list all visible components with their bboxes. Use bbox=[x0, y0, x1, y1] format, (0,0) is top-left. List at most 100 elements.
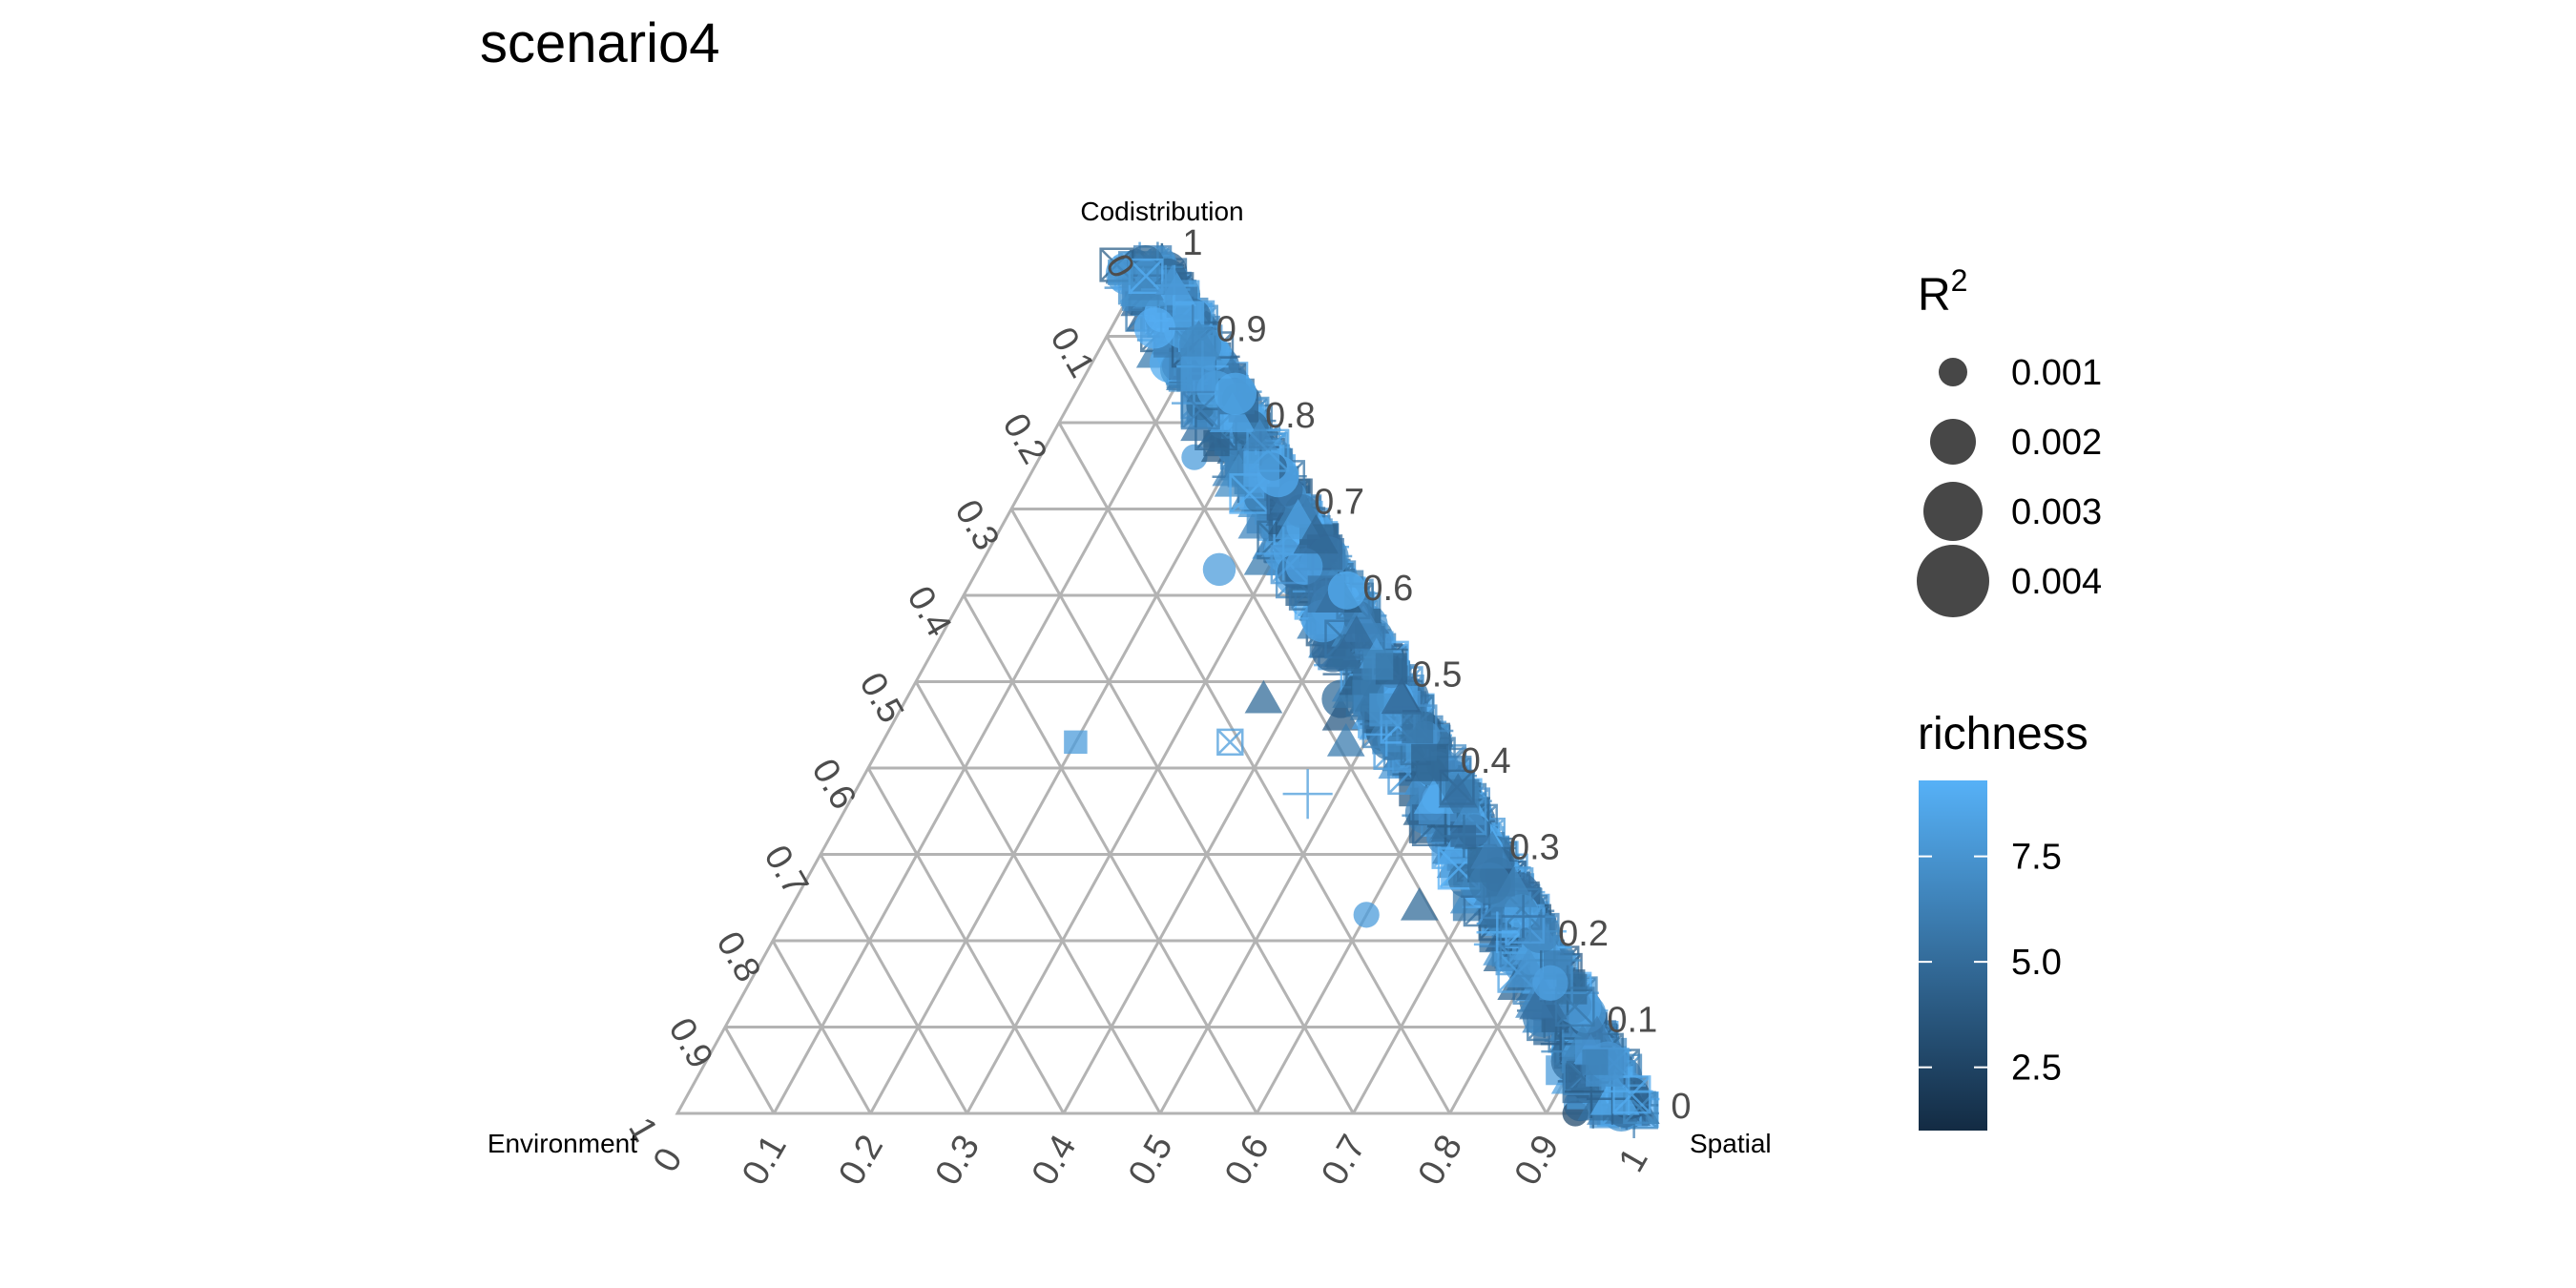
dense-point bbox=[1470, 830, 1514, 869]
colorbar-tick-label: 7.5 bbox=[2011, 838, 2062, 878]
dense-point bbox=[1108, 260, 1133, 285]
gridline-environment bbox=[819, 853, 968, 1114]
legend-r2-key bbox=[1930, 419, 1976, 465]
dense-point bbox=[1285, 548, 1323, 586]
tick-label-bottom: 0.7 bbox=[1314, 1129, 1374, 1193]
axis-label-spatial: Spatial bbox=[1690, 1129, 1772, 1158]
dense-point bbox=[1381, 677, 1423, 715]
dense-point-band bbox=[1099, 241, 1660, 1139]
tick-label-right: 0.1 bbox=[1607, 1001, 1657, 1041]
tick-label-bottom: 1 bbox=[1611, 1141, 1656, 1178]
legend-richness: richness 2.5 5.0 7.5 bbox=[1918, 709, 2088, 1131]
data-point bbox=[1216, 728, 1244, 757]
legend-r2-label: 0.004 bbox=[2011, 562, 2102, 602]
tick-label-bottom: 0.2 bbox=[831, 1129, 891, 1193]
tick-label-bottom: 0.8 bbox=[1411, 1129, 1471, 1193]
dense-point bbox=[1325, 637, 1361, 669]
legend-r2-label: 0.002 bbox=[2011, 423, 2102, 463]
tick-label-left: 0.7 bbox=[756, 839, 816, 903]
chart-title: scenario4 bbox=[480, 12, 719, 74]
gridline-spatial bbox=[966, 508, 1302, 1114]
dense-point bbox=[1241, 419, 1278, 450]
colorbar-tick-label: 5.0 bbox=[2011, 943, 2062, 983]
dense-point bbox=[1180, 390, 1220, 430]
dense-point bbox=[1532, 965, 1568, 1001]
gridline-environment bbox=[723, 1026, 776, 1114]
tick-label-right: 0.2 bbox=[1558, 914, 1609, 954]
tick-label-right: 0 bbox=[1671, 1087, 1691, 1127]
legend-r2-key bbox=[1917, 545, 1989, 617]
tick-label-right: 0.6 bbox=[1362, 569, 1413, 609]
tick-label-left: 0.2 bbox=[994, 407, 1054, 471]
dense-point bbox=[1327, 571, 1366, 610]
tick-label-right: 1 bbox=[1182, 223, 1202, 263]
dense-point bbox=[1133, 307, 1175, 349]
gridline-environment bbox=[914, 680, 1162, 1114]
gridline-spatial bbox=[772, 335, 1205, 1114]
dense-point bbox=[1293, 514, 1339, 554]
tick-label-left: 0.8 bbox=[708, 925, 768, 989]
tick-label-right: 0.7 bbox=[1314, 483, 1364, 523]
colorbar-tick-label: 2.5 bbox=[2011, 1049, 2062, 1089]
dense-point bbox=[1411, 743, 1449, 781]
dense-point bbox=[1438, 773, 1478, 808]
dense-point bbox=[1214, 372, 1257, 415]
tick-label-left: 0.6 bbox=[803, 753, 863, 817]
tick-label-right: 0.3 bbox=[1509, 828, 1560, 868]
legend-r2-key bbox=[1939, 358, 1967, 386]
dense-point bbox=[1442, 814, 1486, 858]
data-point bbox=[1181, 444, 1208, 470]
dense-point bbox=[1452, 796, 1486, 825]
gridline-environment bbox=[771, 940, 872, 1114]
tick-label-left: 0.1 bbox=[1042, 321, 1102, 384]
data-point bbox=[1353, 902, 1380, 928]
dense-point bbox=[1180, 356, 1216, 392]
colorbar-ticks: 2.5 5.0 7.5 bbox=[1919, 838, 2062, 1089]
tick-label-bottom: 0.9 bbox=[1507, 1129, 1568, 1193]
data-point bbox=[1326, 723, 1365, 757]
dense-point bbox=[1154, 264, 1190, 295]
dense-point bbox=[1362, 650, 1394, 680]
tick-label-left: 0.5 bbox=[851, 666, 911, 730]
tick-label-bottom: 0.5 bbox=[1121, 1129, 1181, 1193]
legend-r2-items: 0.001 0.002 0.003 0.004 bbox=[1917, 353, 2102, 617]
axis-label-environment: Environment bbox=[488, 1129, 637, 1158]
legend-r2-label: 0.001 bbox=[2011, 353, 2102, 393]
tick-label-right: 0.9 bbox=[1216, 310, 1267, 350]
tick-label-left: 0.9 bbox=[660, 1011, 720, 1075]
tick-label-right: 0.5 bbox=[1412, 655, 1463, 696]
tick-label-bottom: 0.3 bbox=[928, 1129, 988, 1193]
data-point bbox=[1202, 552, 1236, 587]
dense-point bbox=[1178, 323, 1222, 367]
dense-point bbox=[1468, 862, 1511, 904]
legend-richness-title: richness bbox=[1918, 709, 2088, 759]
tick-label-bottom: 0.4 bbox=[1025, 1129, 1085, 1193]
tick-label-bottom: 0.6 bbox=[1217, 1129, 1278, 1193]
dense-point bbox=[1580, 1015, 1614, 1046]
dense-point bbox=[1582, 1049, 1609, 1075]
tick-label-bottom: 0 bbox=[646, 1141, 691, 1178]
data-point bbox=[1282, 769, 1333, 820]
tick-label-left: 0.3 bbox=[946, 493, 1007, 557]
axis-label-codistribution: Codistribution bbox=[1080, 197, 1243, 226]
ternary-grid bbox=[675, 246, 1646, 1115]
gridline-environment bbox=[1009, 508, 1355, 1114]
data-point bbox=[1244, 679, 1283, 714]
dense-point bbox=[1337, 614, 1376, 649]
legend-r2-key bbox=[1923, 482, 1983, 541]
tick-label-right: 0.8 bbox=[1265, 396, 1316, 436]
legend-r2-title-superscript: 2 bbox=[1951, 263, 1968, 298]
tick-label-left: 0.4 bbox=[899, 580, 959, 644]
legend-r2-label: 0.003 bbox=[2011, 492, 2102, 532]
dense-point bbox=[1476, 911, 1518, 953]
data-point bbox=[1400, 886, 1439, 921]
dense-point bbox=[1402, 712, 1434, 744]
legend-r2-title: R2 bbox=[1918, 263, 1967, 321]
dense-point bbox=[1501, 894, 1546, 939]
tick-label-right: 0.4 bbox=[1461, 741, 1511, 781]
data-point bbox=[1064, 730, 1088, 755]
gridline-environment bbox=[866, 767, 1066, 1114]
dense-point bbox=[1426, 808, 1465, 845]
colorbar bbox=[1919, 780, 1987, 1131]
